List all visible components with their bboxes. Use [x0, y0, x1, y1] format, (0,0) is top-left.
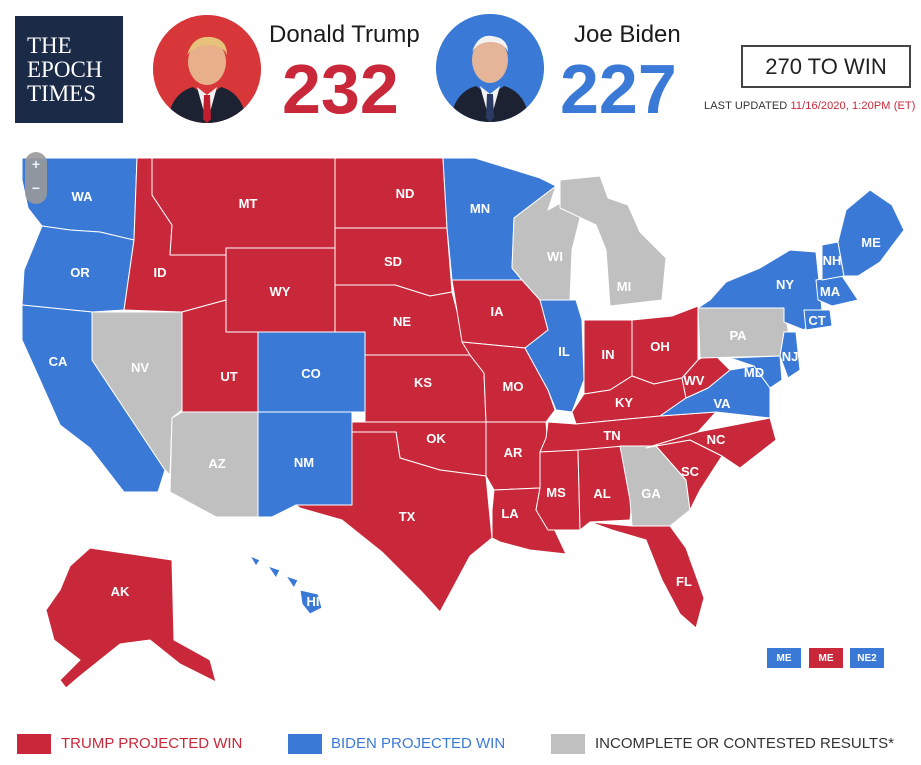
state-label-tx: TX: [399, 509, 416, 524]
state-label-or: OR: [70, 265, 90, 280]
state-label-ar: AR: [504, 445, 523, 460]
state-label-nj: NJ: [782, 349, 799, 364]
state-label-id: ID: [154, 265, 167, 280]
state-label-nm: NM: [294, 455, 314, 470]
state-label-ca: CA: [49, 354, 68, 369]
logo-line-2: EPOCH: [27, 56, 103, 82]
to-win-button[interactable]: 270 TO WIN: [741, 45, 911, 88]
biden-electoral-votes: 227: [560, 50, 677, 128]
state-label-la: LA: [501, 506, 519, 521]
trump-avatar: [153, 15, 261, 123]
state-label-oh: OH: [650, 339, 670, 354]
state-fl[interactable]: [589, 521, 705, 629]
biden-avatar: [436, 14, 544, 122]
state-label-pa: PA: [729, 328, 747, 343]
state-mi[interactable]: [559, 175, 667, 307]
state-label-hi: HI: [307, 594, 320, 609]
state-label-mt: MT: [239, 196, 258, 211]
legend-swatch-biden: [288, 734, 322, 754]
state-label-az: AZ: [208, 456, 225, 471]
state-label-ut: UT: [220, 369, 237, 384]
state-label-mo: MO: [503, 379, 524, 394]
state-wi[interactable]: [511, 185, 583, 301]
legend-label-contested: INCOMPLETE OR CONTESTED RESULTS*: [595, 735, 894, 752]
state-nc[interactable]: [645, 417, 777, 469]
state-label-wa: WA: [72, 189, 94, 204]
us-election-map[interactable]: WA OR CA NV ID MT WY UT AZ CO NM ND SD NE KS OK TX MN IA MO…: [0, 140, 921, 700]
state-label-ky: KY: [615, 395, 633, 410]
state-label-ok: OK: [426, 431, 446, 446]
state-label-al: AL: [593, 486, 610, 501]
state-ct[interactable]: [803, 309, 833, 331]
state-label-ct: CT: [808, 313, 825, 328]
state-ak[interactable]: [45, 547, 217, 689]
epoch-times-logo[interactable]: THE EPOCH TIMES: [15, 16, 123, 123]
state-hi[interactable]: [249, 555, 323, 615]
state-label-il: IL: [558, 344, 570, 359]
state-label-mi: MI: [617, 279, 631, 294]
state-label-me: ME: [861, 235, 881, 250]
state-label-nd: ND: [396, 186, 415, 201]
state-nj[interactable]: [779, 331, 801, 379]
legend-swatch-contested: [551, 734, 585, 754]
state-label-ga: GA: [641, 486, 661, 501]
last-updated-label: LAST UPDATED: [704, 100, 788, 112]
state-label-ks: KS: [414, 375, 432, 390]
state-label-va: VA: [713, 396, 731, 411]
trump-electoral-votes: 232: [282, 50, 399, 128]
state-label-nv: NV: [131, 360, 149, 375]
state-il[interactable]: [524, 299, 585, 413]
zoom-in-button[interactable]: +: [31, 156, 41, 172]
logo-line-3: TIMES: [27, 80, 96, 106]
legend-label-trump: TRUMP PROJECTED WIN: [61, 735, 243, 752]
state-nd[interactable]: [334, 157, 448, 229]
state-label-nc: NC: [707, 432, 726, 447]
state-label-tn: TN: [603, 428, 620, 443]
state-label-in: IN: [602, 347, 615, 362]
biden-name: Joe Biden: [574, 21, 681, 48]
state-label-ms: MS: [546, 485, 566, 500]
zoom-control: + −: [25, 152, 47, 204]
state-label-wy: WY: [270, 284, 291, 299]
state-label-fl: FL: [676, 574, 692, 589]
last-updated: LAST UPDATED 11/16/2020, 1:20PM (ET): [704, 100, 915, 112]
logo-line-1: THE: [27, 32, 72, 58]
state-label-ny: NY: [776, 277, 794, 292]
legend-label-biden: BIDEN PROJECTED WIN: [331, 735, 506, 752]
district-ne2[interactable]: NE2: [850, 648, 884, 668]
state-label-mn: MN: [470, 201, 490, 216]
state-label-nh: NH: [823, 253, 842, 268]
state-label-md: MD: [744, 365, 764, 380]
state-wv[interactable]: [681, 351, 731, 399]
zoom-out-button[interactable]: −: [31, 180, 41, 196]
district-me-2[interactable]: ME: [809, 648, 843, 668]
district-me-1[interactable]: ME: [767, 648, 801, 668]
state-me[interactable]: [837, 189, 905, 277]
legend-swatch-trump: [17, 734, 51, 754]
trump-name: Donald Trump: [269, 21, 420, 48]
last-updated-timestamp: 11/16/2020, 1:20PM (ET): [790, 100, 916, 112]
state-label-sc: SC: [681, 464, 700, 479]
state-label-ia: IA: [491, 304, 505, 319]
state-label-ne: NE: [393, 314, 411, 329]
state-label-sd: SD: [384, 254, 402, 269]
state-label-wv: WV: [684, 373, 705, 388]
state-md[interactable]: [729, 355, 783, 389]
state-label-wi: WI: [547, 249, 563, 264]
state-tx[interactable]: [295, 431, 493, 613]
state-label-ak: AK: [111, 584, 130, 599]
state-label-ma: MA: [820, 284, 841, 299]
state-label-co: CO: [301, 366, 321, 381]
